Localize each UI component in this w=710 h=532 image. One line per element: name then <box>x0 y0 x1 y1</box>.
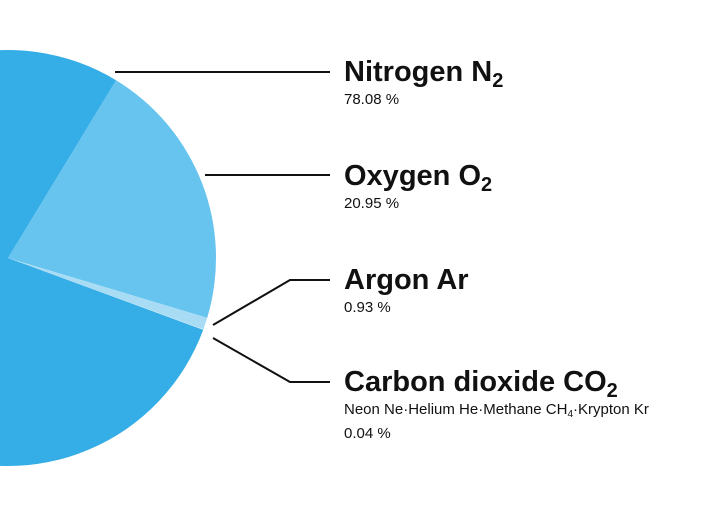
oxygen-title: Oxygen O2 <box>344 160 493 196</box>
label-argon: Argon Ar 0.93 % <box>344 264 469 318</box>
nitrogen-value: 78.08 % <box>344 91 400 108</box>
pie-slice-argon <box>8 258 208 330</box>
pie-slice-oxygen <box>8 80 217 318</box>
label-oxygen: Oxygen O2 20.95 % <box>344 160 492 214</box>
pie-slice-nitrogen <box>0 50 204 466</box>
nitrogen-title: Nitrogen N2 <box>344 56 504 92</box>
argon-value: 0.93 % <box>344 299 391 316</box>
carbon-dioxide-value: 0.04 % <box>344 425 391 442</box>
oxygen-value: 20.95 % <box>344 195 400 212</box>
pie-slice-carbon-dioxide <box>8 258 204 330</box>
leader-line-carbon-dioxide <box>212 337 330 383</box>
argon-title: Argon Ar <box>344 264 469 296</box>
leader-line-argon <box>212 279 330 326</box>
label-carbon-dioxide: Carbon dioxide CO2 Neon Ne·Helium He·Met… <box>344 366 649 444</box>
label-nitrogen: Nitrogen N2 78.08 % <box>344 56 503 110</box>
trace-gases-note: Neon Ne·Helium He·Methane CH4·Krypton Kr <box>344 401 649 420</box>
carbon-dioxide-title: Carbon dioxide CO2 <box>344 366 618 402</box>
